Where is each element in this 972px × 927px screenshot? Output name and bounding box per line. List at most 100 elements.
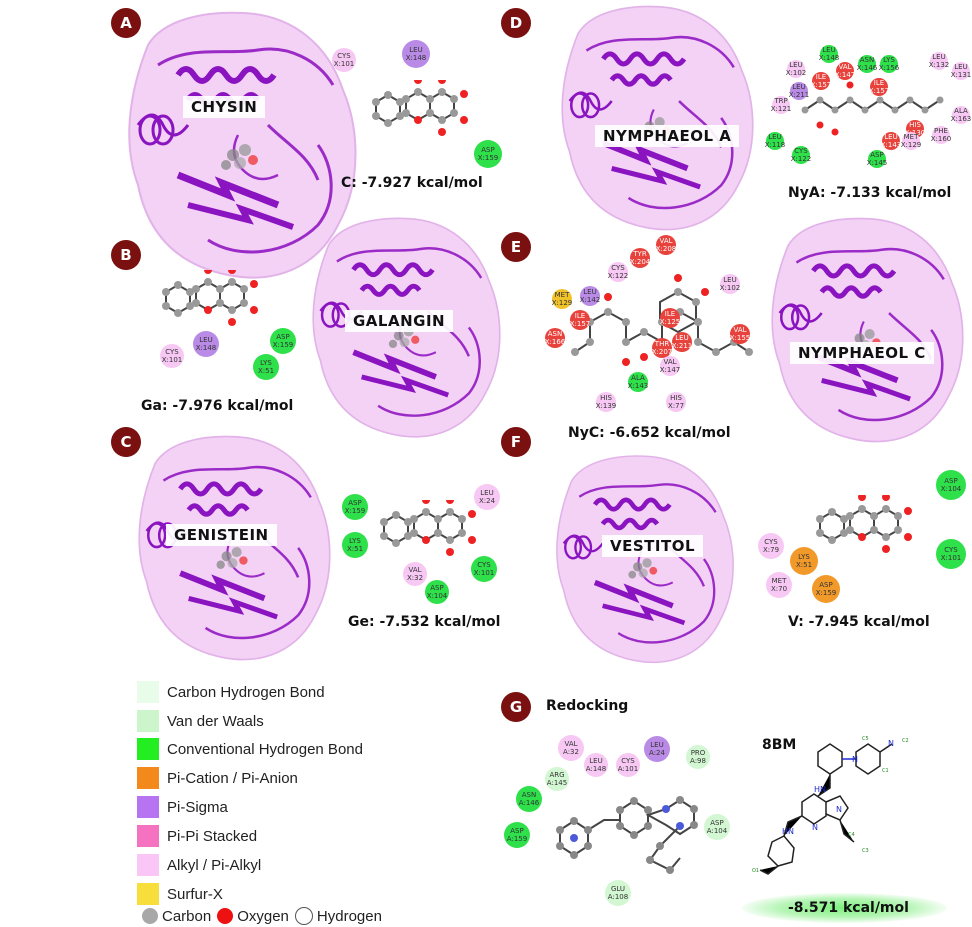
panel-e-residue: MET X:129 [551, 289, 573, 309]
panel-c-score: Ge: -7.532 kcal/mol [348, 614, 501, 630]
panel-e-residue: ALA X:143 [627, 372, 649, 392]
legend-item: Carbon Hydrogen Bond [137, 681, 325, 703]
carbon-dot [142, 908, 158, 924]
panel-c-residue: VAL X:32 [403, 562, 427, 586]
hydrogen-dot [294, 907, 313, 925]
panel-f-protein-label: VESTITOL [602, 535, 704, 557]
panel-c-residue: ASP X:104 [425, 580, 449, 604]
panel-g-badge: G [501, 692, 531, 722]
panel-e-residue: HIS X:77 [666, 392, 686, 412]
panel-d-residue: MET X:129 [900, 132, 922, 150]
panel-b-score: Ga: -7.976 kcal/mol [141, 398, 294, 414]
panel-g-residue: CYS A:101 [616, 753, 640, 777]
svg-text:N: N [836, 805, 842, 814]
legend-item: Pi-Cation / Pi-Anion [137, 767, 298, 789]
panel-d-residue: LEU X:118 [764, 132, 786, 150]
panel-d-residue: ILE X:157 [868, 78, 890, 96]
panel-g-ligand-name: 8BM [762, 737, 797, 753]
panel-f-residue: ASP X:104 [936, 470, 966, 500]
panel-a-ligand [371, 80, 469, 137]
panel-e-badge: E [501, 232, 531, 262]
panel-d-residue: LEU X:131 [950, 62, 972, 80]
panel-d-residue: LEU X:148 [818, 45, 840, 63]
panel-b-protein-label: GALANGIN [345, 310, 454, 332]
panel-f-badge: F [501, 427, 531, 457]
legend-item: Surfur-X [137, 883, 223, 905]
panel-e-residue: TYR X:204 [629, 248, 651, 268]
svg-text:N: N [812, 823, 818, 832]
panel-a-residue: CYS X:101 [332, 48, 356, 72]
panel-e-residue: CYS X:122 [607, 262, 629, 282]
panel-e-residue: ASN X:166 [544, 328, 566, 348]
svg-text:C1: C1 [882, 768, 889, 774]
svg-text:HN: HN [814, 785, 826, 794]
panel-c-badge: C [111, 427, 141, 457]
legend-item: Alkyl / Pi-Alkyl [137, 854, 261, 876]
panel-c-residue: CYS X:101 [471, 556, 497, 582]
panel-g-residue: LEU A:24 [644, 736, 670, 762]
panel-e-residue: THR X:207 [651, 338, 673, 358]
legend-item: Pi-Sigma [137, 796, 228, 818]
legend-swatch [137, 710, 159, 732]
legend-swatch [137, 767, 159, 789]
panel-g-residue: VAL A:32 [558, 735, 584, 761]
panel-d-residue: PHE X:160 [930, 126, 952, 144]
panel-e-residue: LEU X:211 [671, 332, 693, 352]
panel-b-ligand [161, 270, 259, 327]
panel-e-score: NyC: -6.652 kcal/mol [568, 425, 731, 441]
panel-d-residue: LYS X:156 [878, 55, 900, 73]
panel-g-residue: ASP A:104 [704, 814, 730, 840]
panel-f-protein-structure [538, 450, 753, 672]
panel-d-residue: CYS X:122 [790, 146, 812, 164]
panel-e-protein-structure [762, 212, 972, 452]
panel-b-badge: B [111, 240, 141, 270]
panel-e-residue: ILE X:125 [659, 308, 681, 328]
svg-text:N: N [852, 755, 858, 764]
svg-text:C5: C5 [862, 736, 869, 742]
svg-text:C3: C3 [862, 848, 869, 854]
svg-text:HN: HN [782, 827, 794, 836]
panel-d-residue: TRP X:121 [770, 96, 792, 114]
panel-f-residue: MET X:70 [766, 572, 792, 598]
panel-d-residue: LEU X:102 [785, 60, 807, 78]
legend-swatch [137, 854, 159, 876]
legend-item: Van der Waals [137, 710, 264, 732]
panel-b-residue: LEU X:148 [193, 331, 219, 357]
panel-d-ligand [801, 81, 944, 136]
panel-g-residue: ASP A:159 [504, 822, 530, 848]
svg-text:C2: C2 [902, 738, 909, 744]
panel-e-residue: LEU X:102 [719, 274, 741, 294]
panel-d-residue: ASN X:146 [856, 55, 878, 73]
panel-b-residue: LYS X:51 [253, 354, 279, 380]
panel-a-protein-label: CHYSIN [183, 96, 266, 118]
panel-f-residue: CYS X:101 [936, 539, 966, 569]
legend-swatch [137, 883, 159, 905]
oxygen-dot [217, 908, 234, 924]
panel-c-ligand [379, 500, 477, 557]
panel-c-protein-label: GENISTEIN [166, 524, 277, 546]
panel-e-residue: VAL X:147 [659, 356, 681, 376]
panel-d-residue: LEU X:132 [928, 52, 950, 70]
panel-g-score-glow [742, 893, 947, 923]
panel-a-badge: A [111, 8, 141, 38]
panel-d-residue: ASP X:145 [866, 150, 888, 168]
svg-text:O1: O1 [752, 868, 759, 874]
panel-d-residue: LEU X:211 [788, 82, 810, 100]
panel-g-residue: LEU A:148 [584, 753, 608, 777]
panel-e-residue: ILE X:157 [569, 310, 591, 330]
panel-e-protein-label: NYMPHAEOL C [790, 342, 934, 364]
panel-e-residue: HIS X:139 [595, 392, 617, 412]
panel-d-badge: D [501, 8, 531, 38]
panel-f-score: V: -7.945 kcal/mol [788, 614, 930, 630]
panel-d-residue: LEU X:143 [880, 132, 902, 150]
panel-g-residue: GLU A:108 [605, 880, 631, 906]
panel-g-score: -8.571 kcal/mol [788, 900, 909, 916]
panel-e-residue: LEU X:142 [579, 286, 601, 306]
panel-d-residue: ALA X:163 [950, 106, 972, 124]
panel-c-residue: LEU X:24 [474, 484, 500, 510]
panel-d-score: NyA: -7.133 kcal/mol [788, 185, 952, 201]
svg-text:N: N [888, 739, 894, 748]
legend-item: Pi-Pi Stacked [137, 825, 257, 847]
panel-c-residue: ASP X:159 [342, 494, 368, 520]
panel-f-residue: CYS X:79 [758, 533, 784, 559]
